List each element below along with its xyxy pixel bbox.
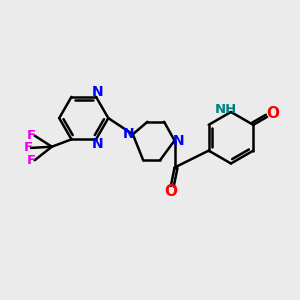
Text: N: N bbox=[92, 137, 103, 151]
Text: O: O bbox=[266, 106, 279, 121]
Text: F: F bbox=[23, 141, 33, 154]
Text: F: F bbox=[27, 129, 36, 142]
Text: N: N bbox=[123, 127, 134, 141]
Text: NH: NH bbox=[214, 103, 237, 116]
Text: F: F bbox=[27, 154, 36, 167]
Text: N: N bbox=[92, 85, 103, 99]
Text: N: N bbox=[173, 134, 185, 148]
Text: O: O bbox=[164, 184, 177, 199]
